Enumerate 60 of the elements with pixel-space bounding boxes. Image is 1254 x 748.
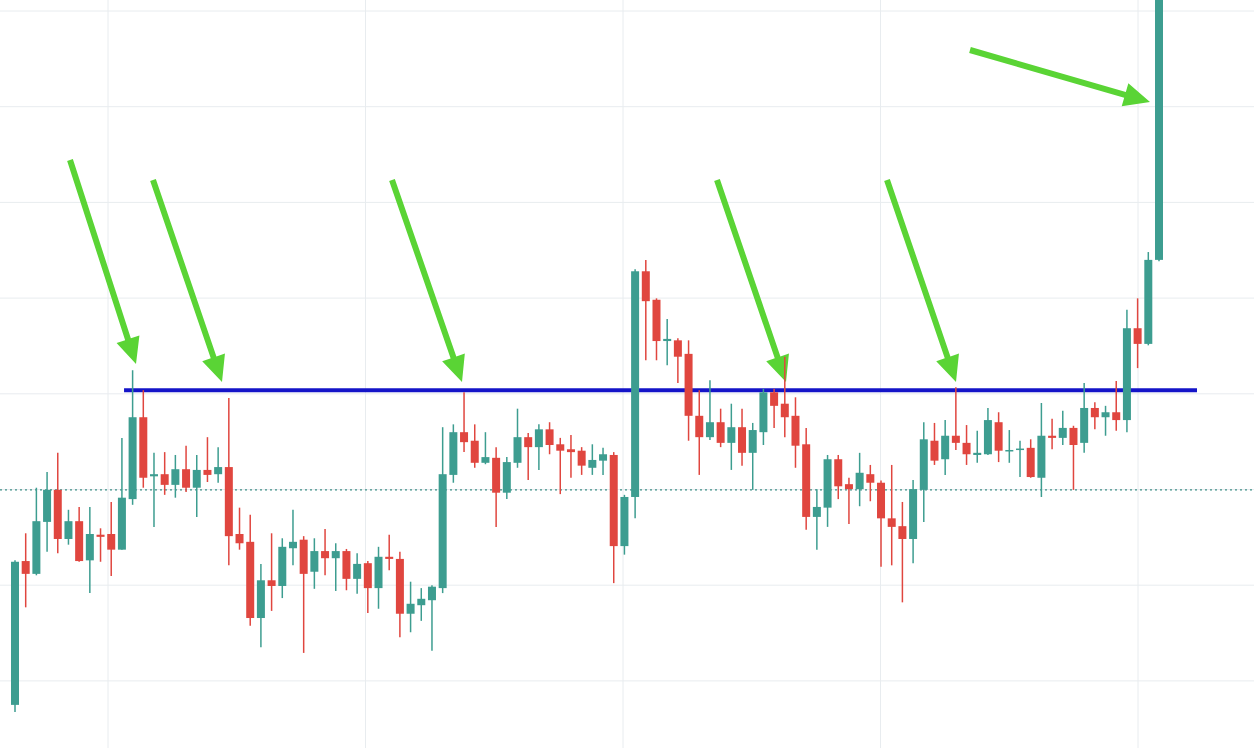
candlestick (588, 443, 597, 476)
candlestick (235, 506, 244, 551)
candlestick (673, 337, 682, 384)
candlestick (577, 446, 586, 476)
candlestick (470, 423, 479, 469)
candlestick (951, 386, 960, 451)
candlestick (705, 379, 714, 441)
candlestick (1048, 417, 1057, 451)
candlestick (1101, 405, 1110, 437)
candlestick (406, 580, 415, 634)
candlestick (534, 423, 543, 471)
candlestick (460, 391, 469, 453)
candlestick (566, 434, 575, 479)
candlestick (887, 464, 896, 567)
candlestick (962, 424, 971, 466)
candlestick (855, 452, 864, 507)
candlestick (695, 389, 704, 476)
candlestick (524, 432, 533, 481)
candlestick (160, 451, 169, 496)
candlestick (866, 464, 875, 502)
candlestick (427, 584, 436, 652)
candlestick (182, 444, 191, 493)
candlestick (1090, 401, 1099, 431)
candlestick (727, 402, 736, 471)
candlestick (64, 509, 73, 546)
candlestick (481, 431, 490, 465)
candlestick (385, 533, 394, 572)
candlestick (973, 430, 982, 464)
candlestick (716, 407, 725, 448)
candlestick (331, 542, 340, 592)
candlestick (96, 527, 105, 563)
candlestick (663, 318, 672, 367)
candlestick (353, 552, 362, 595)
candlestick (321, 528, 330, 577)
candlestick (203, 436, 212, 483)
candlestick (770, 388, 779, 429)
candlestick (267, 532, 276, 612)
candlestick (812, 488, 821, 551)
candlestick (107, 501, 116, 577)
candlestick (1133, 297, 1142, 369)
candlestick (556, 437, 565, 495)
candlestick (545, 421, 554, 456)
candlestick (417, 587, 426, 622)
candlestick (310, 537, 319, 590)
candlestick (21, 532, 30, 609)
candlestick (214, 446, 223, 484)
candlestick (748, 422, 757, 491)
candlestick (898, 501, 907, 604)
candlestick (288, 509, 297, 567)
candlestick (171, 454, 180, 499)
candlestick (1112, 380, 1121, 432)
candlestick (1069, 425, 1078, 491)
candlestick (941, 419, 950, 476)
candlestick (780, 355, 789, 438)
candlestick (599, 447, 608, 476)
candlestick (930, 422, 939, 466)
candlestick (149, 452, 158, 528)
candlestick (192, 454, 201, 518)
candlestick (844, 477, 853, 525)
candlestick (1058, 410, 1067, 446)
